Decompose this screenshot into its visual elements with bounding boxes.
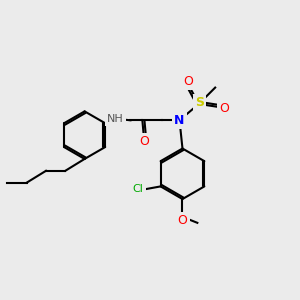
Text: NH: NH [107,114,124,124]
Text: O: O [219,102,229,115]
Text: O: O [184,75,194,88]
Text: N: N [174,114,185,127]
Text: O: O [178,214,188,227]
Text: O: O [139,136,149,148]
Text: Cl: Cl [133,184,144,194]
Text: S: S [195,96,204,109]
